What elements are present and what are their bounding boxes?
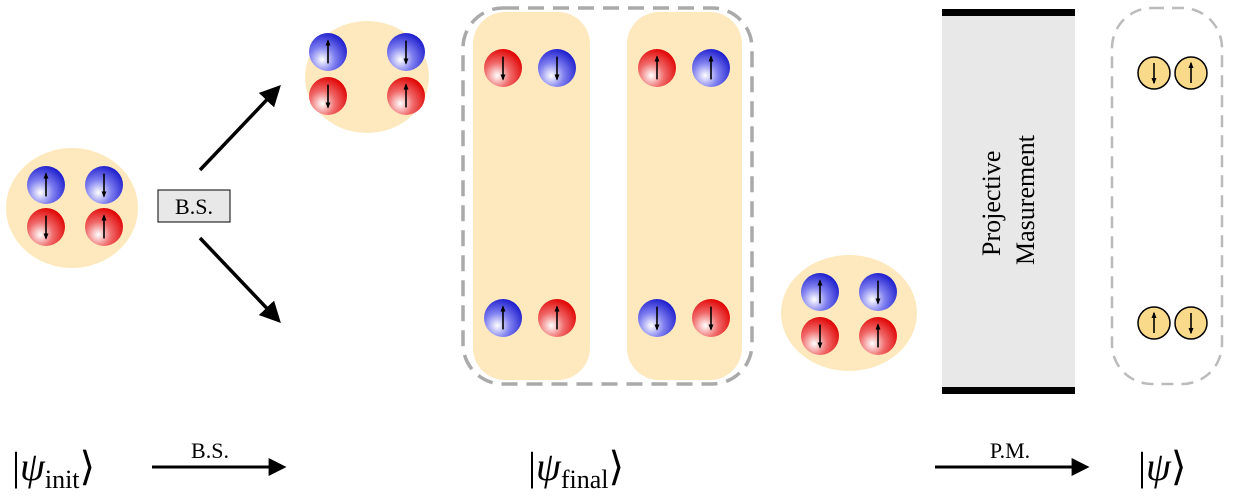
measurement-edge	[942, 387, 1075, 394]
ket-open: |	[528, 444, 536, 489]
measurement-edge	[942, 9, 1075, 16]
ket-symbol: ψ	[1146, 444, 1172, 489]
ket-subscript: init	[45, 465, 80, 494]
group-blob	[781, 255, 917, 371]
measurement-box	[942, 12, 1075, 390]
ket-close: ⟩	[80, 444, 96, 489]
measurement-label: Projective Masurement	[977, 134, 1040, 265]
measurement-line: Projective	[977, 151, 1006, 256]
dashed-frame	[461, 6, 754, 386]
bs-label: B.S.	[175, 194, 213, 219]
column-blob	[473, 12, 590, 380]
ket-symbol: ψ	[536, 444, 562, 489]
ket-subscript: final	[561, 465, 609, 494]
bs-box	[157, 189, 231, 223]
dashed-frame	[1110, 6, 1224, 386]
ket-close: ⟩	[1171, 444, 1187, 489]
arrow	[198, 236, 281, 324]
ket-result: |ψ⟩	[1138, 444, 1186, 489]
ket-init: |ψinit⟩	[12, 444, 95, 494]
column-blob	[627, 12, 742, 380]
arrow-label: B.S.	[191, 438, 229, 463]
measurement-line: Masurement	[1011, 134, 1040, 265]
ket-final: |ψfinal⟩	[528, 444, 624, 494]
arrow	[198, 84, 281, 172]
ket-close: ⟩	[609, 444, 625, 489]
ket-symbol: ψ	[20, 444, 46, 489]
ket-open: |	[1138, 444, 1146, 489]
ket-open: |	[12, 444, 20, 489]
arrow-label: P.M.	[990, 438, 1030, 463]
group-blob	[6, 148, 138, 268]
